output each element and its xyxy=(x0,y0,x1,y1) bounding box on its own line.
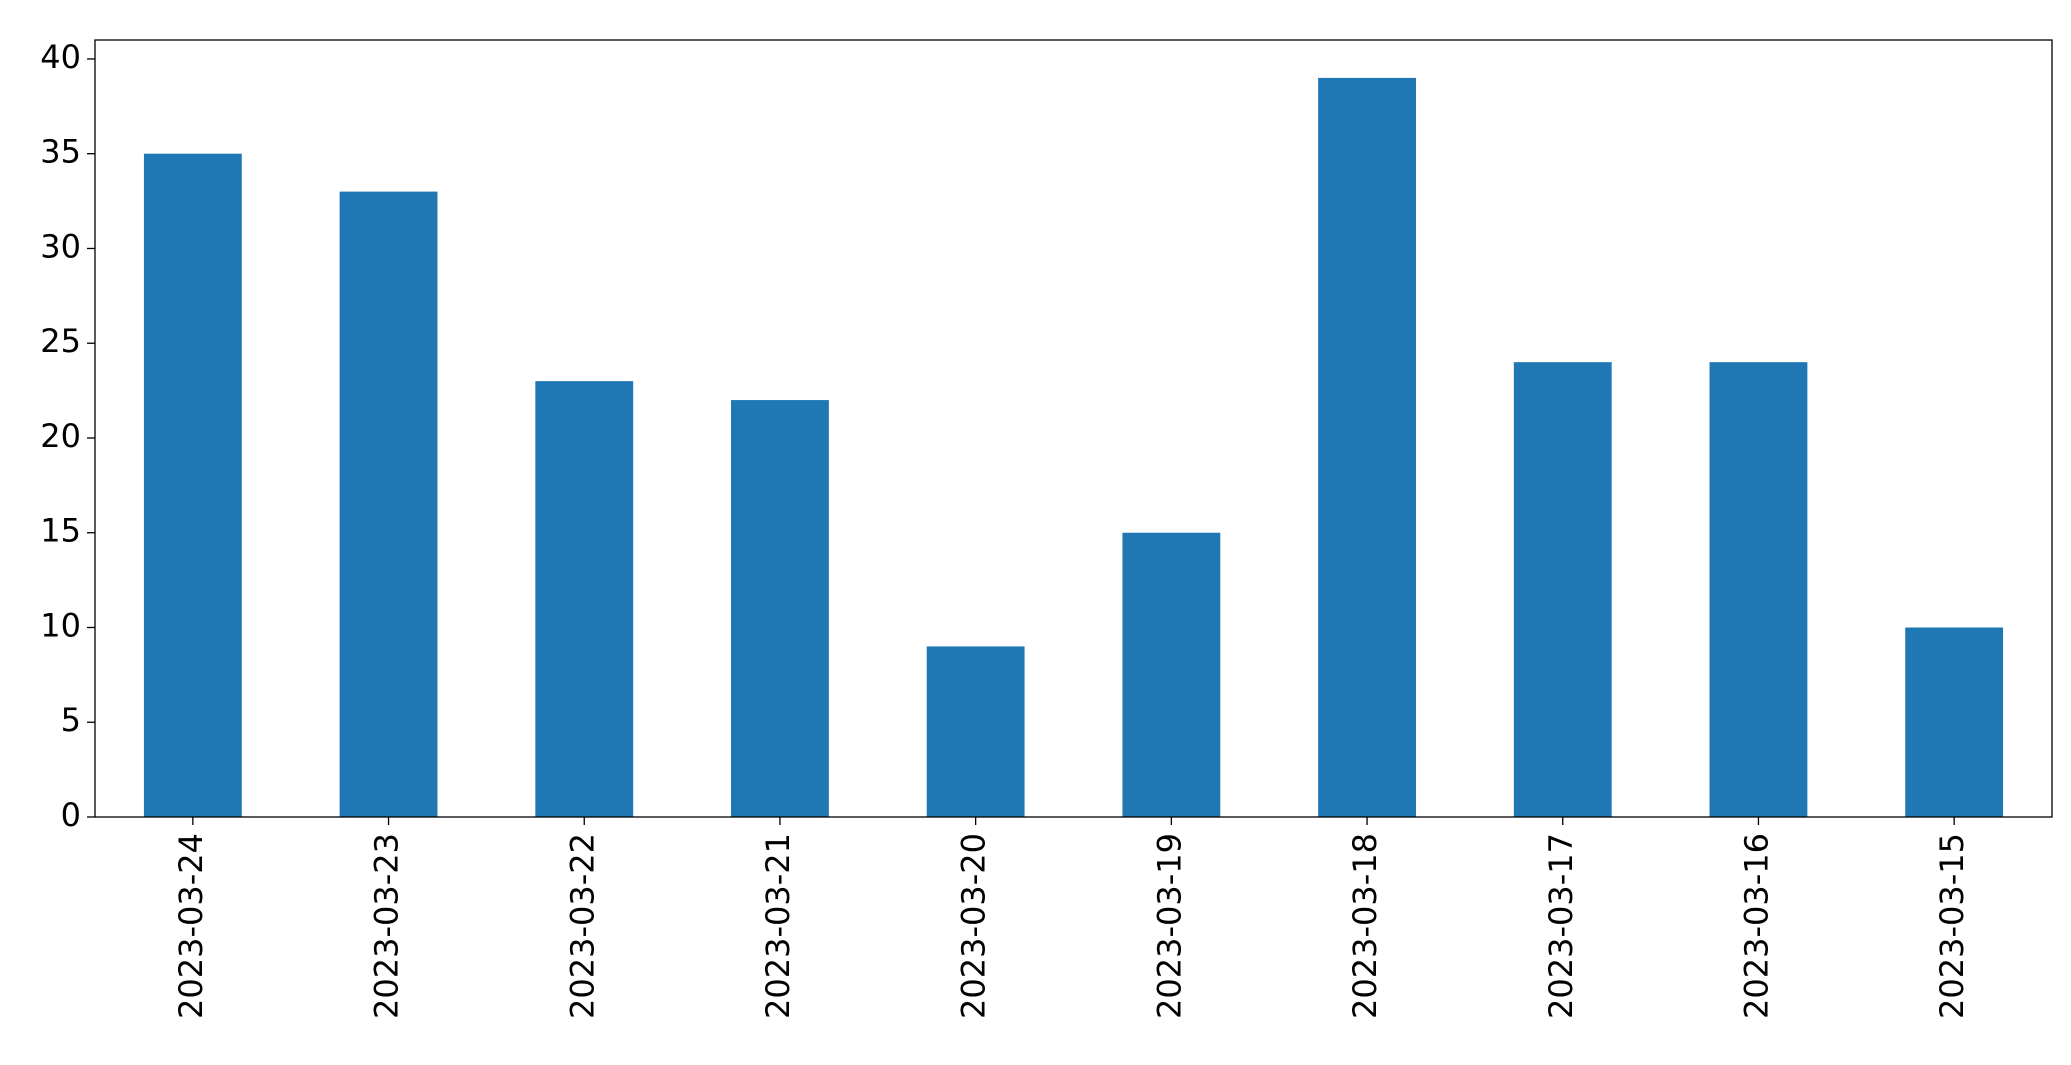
y-tick-label: 5 xyxy=(61,701,81,739)
y-tick-label: 30 xyxy=(40,227,81,265)
plot-frame xyxy=(94,39,2053,818)
bar xyxy=(926,646,1025,817)
bar xyxy=(1709,362,1808,817)
bar xyxy=(143,153,242,817)
y-tick-label: 20 xyxy=(40,417,81,455)
x-tick-label: 2023-03-17 xyxy=(1542,833,1580,1019)
y-tick-label: 0 xyxy=(61,796,81,834)
y-tick-label: 15 xyxy=(40,512,81,550)
bar xyxy=(1122,532,1221,817)
x-tick-label: 2023-03-22 xyxy=(563,833,601,1019)
y-tick-label: 35 xyxy=(40,133,81,171)
bar xyxy=(1905,627,2004,817)
y-tick-label: 40 xyxy=(40,38,81,76)
x-tick-label: 2023-03-23 xyxy=(368,833,406,1019)
x-tick-label: 2023-03-18 xyxy=(1346,833,1384,1019)
y-tick-label: 10 xyxy=(40,606,81,644)
x-tick-label: 2023-03-16 xyxy=(1737,833,1775,1019)
bar xyxy=(731,400,829,817)
x-tick-label: 2023-03-15 xyxy=(1933,833,1971,1019)
x-tick-label: 2023-03-19 xyxy=(1150,833,1188,1019)
bar xyxy=(535,381,634,817)
x-tick-label: 2023-03-20 xyxy=(955,833,993,1019)
bar xyxy=(1513,362,1612,817)
bar xyxy=(339,191,438,818)
x-tick-label: 2023-03-24 xyxy=(172,833,210,1019)
bar xyxy=(1318,77,1416,817)
x-tick-label: 2023-03-21 xyxy=(759,833,797,1019)
y-tick-label: 25 xyxy=(40,322,81,360)
